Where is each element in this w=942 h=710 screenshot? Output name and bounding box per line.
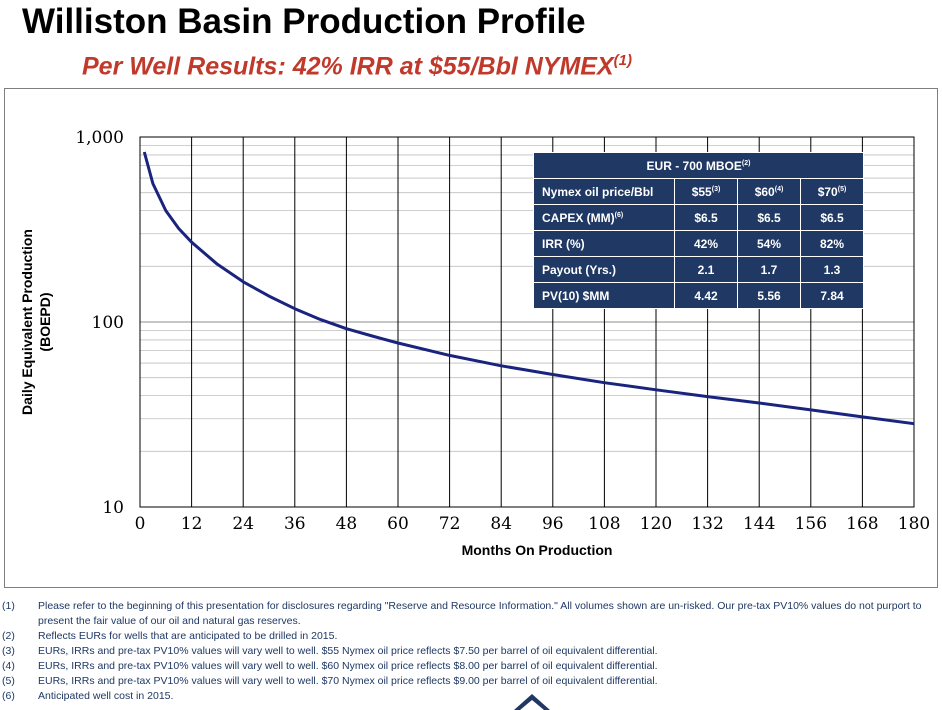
column-header-note: (4) [774, 185, 784, 193]
y-axis-label-units: (BOEPD) [37, 292, 53, 351]
y-tick-label: 1,000 [75, 128, 124, 148]
table-cell: 1.3 [800, 256, 864, 283]
table-header-text: EUR - 700 MBOE [646, 158, 742, 173]
footnote: (2) Reflects EURs for wells that are anti… [2, 629, 932, 644]
table-header-row: EUR - 700 MBOE(2) [533, 152, 864, 179]
footnote-text: EURs, IRRs and pre-tax PV10% values will… [38, 675, 658, 687]
footnote-text: Reflects EURs for wells that are anticip… [38, 630, 338, 642]
footnote-number: (1) [2, 600, 15, 612]
footnote-number: (3) [2, 645, 15, 657]
column-header: Nymex oil price/Bbl [533, 178, 675, 205]
footnote-text: EURs, IRRs and pre-tax PV10% values will… [38, 645, 658, 657]
table-cell: 1.7 [737, 256, 801, 283]
column-header: $60(4) [737, 178, 801, 205]
footnote: (5) EURs, IRRs and pre-tax PV10% values w… [2, 674, 932, 689]
column-header-text: $60 [754, 184, 775, 199]
table-header: EUR - 700 MBOE(2) [533, 152, 864, 179]
footnote-number: (6) [2, 690, 15, 702]
footnote-number: (2) [2, 630, 15, 642]
table-cell: 7.84 [800, 282, 864, 309]
row-label: CAPEX (MM)(6) [533, 204, 675, 231]
page-title: Williston Basin Production Profile [22, 2, 586, 41]
economics-table: EUR - 700 MBOE(2) Nymex oil price/Bbl $5… [533, 152, 864, 309]
x-tick-label: 168 [846, 514, 878, 534]
table-cell: 4.42 [674, 282, 738, 309]
table-row: IRR (%) 42% 54% 82% [533, 230, 864, 257]
column-header-text: $70 [817, 184, 838, 199]
y-tick-label: 10 [102, 498, 124, 518]
x-tick-label: 108 [588, 514, 620, 534]
subtitle-text: Per Well Results: 42% IRR at $55/Bbl NYM… [82, 52, 614, 81]
table-cell: 5.56 [737, 282, 801, 309]
chart-frame [4, 88, 938, 588]
row-label: PV(10) $MM [533, 282, 675, 309]
row-label: IRR (%) [533, 230, 675, 257]
footnote-text: Anticipated well cost in 2015. [38, 690, 174, 702]
table-header-note: (2) [741, 159, 751, 167]
logo-icon [514, 694, 550, 710]
row-label-text: Payout (Yrs.) [542, 262, 617, 277]
x-tick-label: 0 [135, 514, 146, 534]
row-label-note: (6) [614, 211, 624, 219]
footnote: (3) EURs, IRRs and pre-tax PV10% values w… [2, 644, 932, 659]
x-tick-label: 144 [743, 514, 775, 534]
footnote: (6) Anticipated well cost in 2015. [2, 689, 932, 704]
x-tick-label: 24 [232, 514, 254, 534]
footnote-text: Please refer to the beginning of this pr… [38, 600, 922, 627]
table-cell: 42% [674, 230, 738, 257]
footnote-number: (5) [2, 675, 15, 687]
footnote: (4) EURs, IRRs and pre-tax PV10% values w… [2, 659, 932, 674]
table-row: CAPEX (MM)(6) $6.5 $6.5 $6.5 [533, 204, 864, 231]
row-label-text: PV(10) $MM [542, 288, 610, 303]
footnotes: (1) Please refer to the beginning of this… [2, 599, 932, 704]
column-header-note: (5) [837, 185, 847, 193]
x-tick-label: 156 [795, 514, 827, 534]
column-header-text: Nymex oil price/Bbl [542, 184, 654, 199]
plot-border [139, 136, 915, 508]
table-row: Payout (Yrs.) 2.1 1.7 1.3 [533, 256, 864, 283]
x-tick-label: 96 [542, 514, 564, 534]
column-header-note: (3) [711, 185, 721, 193]
y-tick-label: 100 [92, 313, 124, 333]
x-tick-label: 132 [691, 514, 723, 534]
row-label: Payout (Yrs.) [533, 256, 675, 283]
table-cell: $6.5 [674, 204, 738, 231]
table-cell: 82% [800, 230, 864, 257]
x-tick-label: 120 [640, 514, 672, 534]
table-row: PV(10) $MM 4.42 5.56 7.84 [533, 282, 864, 309]
table-cell: 2.1 [674, 256, 738, 283]
x-tick-label: 36 [284, 514, 306, 534]
x-tick-label: 48 [336, 514, 358, 534]
footnote: (1) Please refer to the beginning of this… [2, 599, 932, 629]
subtitle-footnote-ref: (1) [613, 52, 632, 69]
x-tick-label: 72 [439, 514, 461, 534]
x-tick-label: 60 [387, 514, 409, 534]
table-cell: 54% [737, 230, 801, 257]
row-label-text: IRR (%) [542, 236, 585, 251]
x-tick-label: 84 [490, 514, 512, 534]
row-label-text: CAPEX (MM) [542, 210, 615, 225]
table-cell: $6.5 [800, 204, 864, 231]
table-cell: $6.5 [737, 204, 801, 231]
column-header: $70(5) [800, 178, 864, 205]
footnote-text: EURs, IRRs and pre-tax PV10% values will… [38, 660, 658, 672]
table-column-row: Nymex oil price/Bbl $55(3) $60(4) $70(5) [533, 178, 864, 205]
production-curve [142, 151, 915, 426]
x-tick-label: 12 [181, 514, 203, 534]
column-header-text: $55 [691, 184, 712, 199]
x-axis-label: Months On Production [462, 542, 613, 558]
column-header: $55(3) [674, 178, 738, 205]
y-axis-label: Daily Equivalent Production [19, 229, 35, 415]
footnote-number: (4) [2, 660, 15, 672]
x-tick-label: 180 [898, 514, 930, 534]
page-subtitle: Per Well Results: 42% IRR at $55/Bbl NYM… [82, 52, 632, 81]
